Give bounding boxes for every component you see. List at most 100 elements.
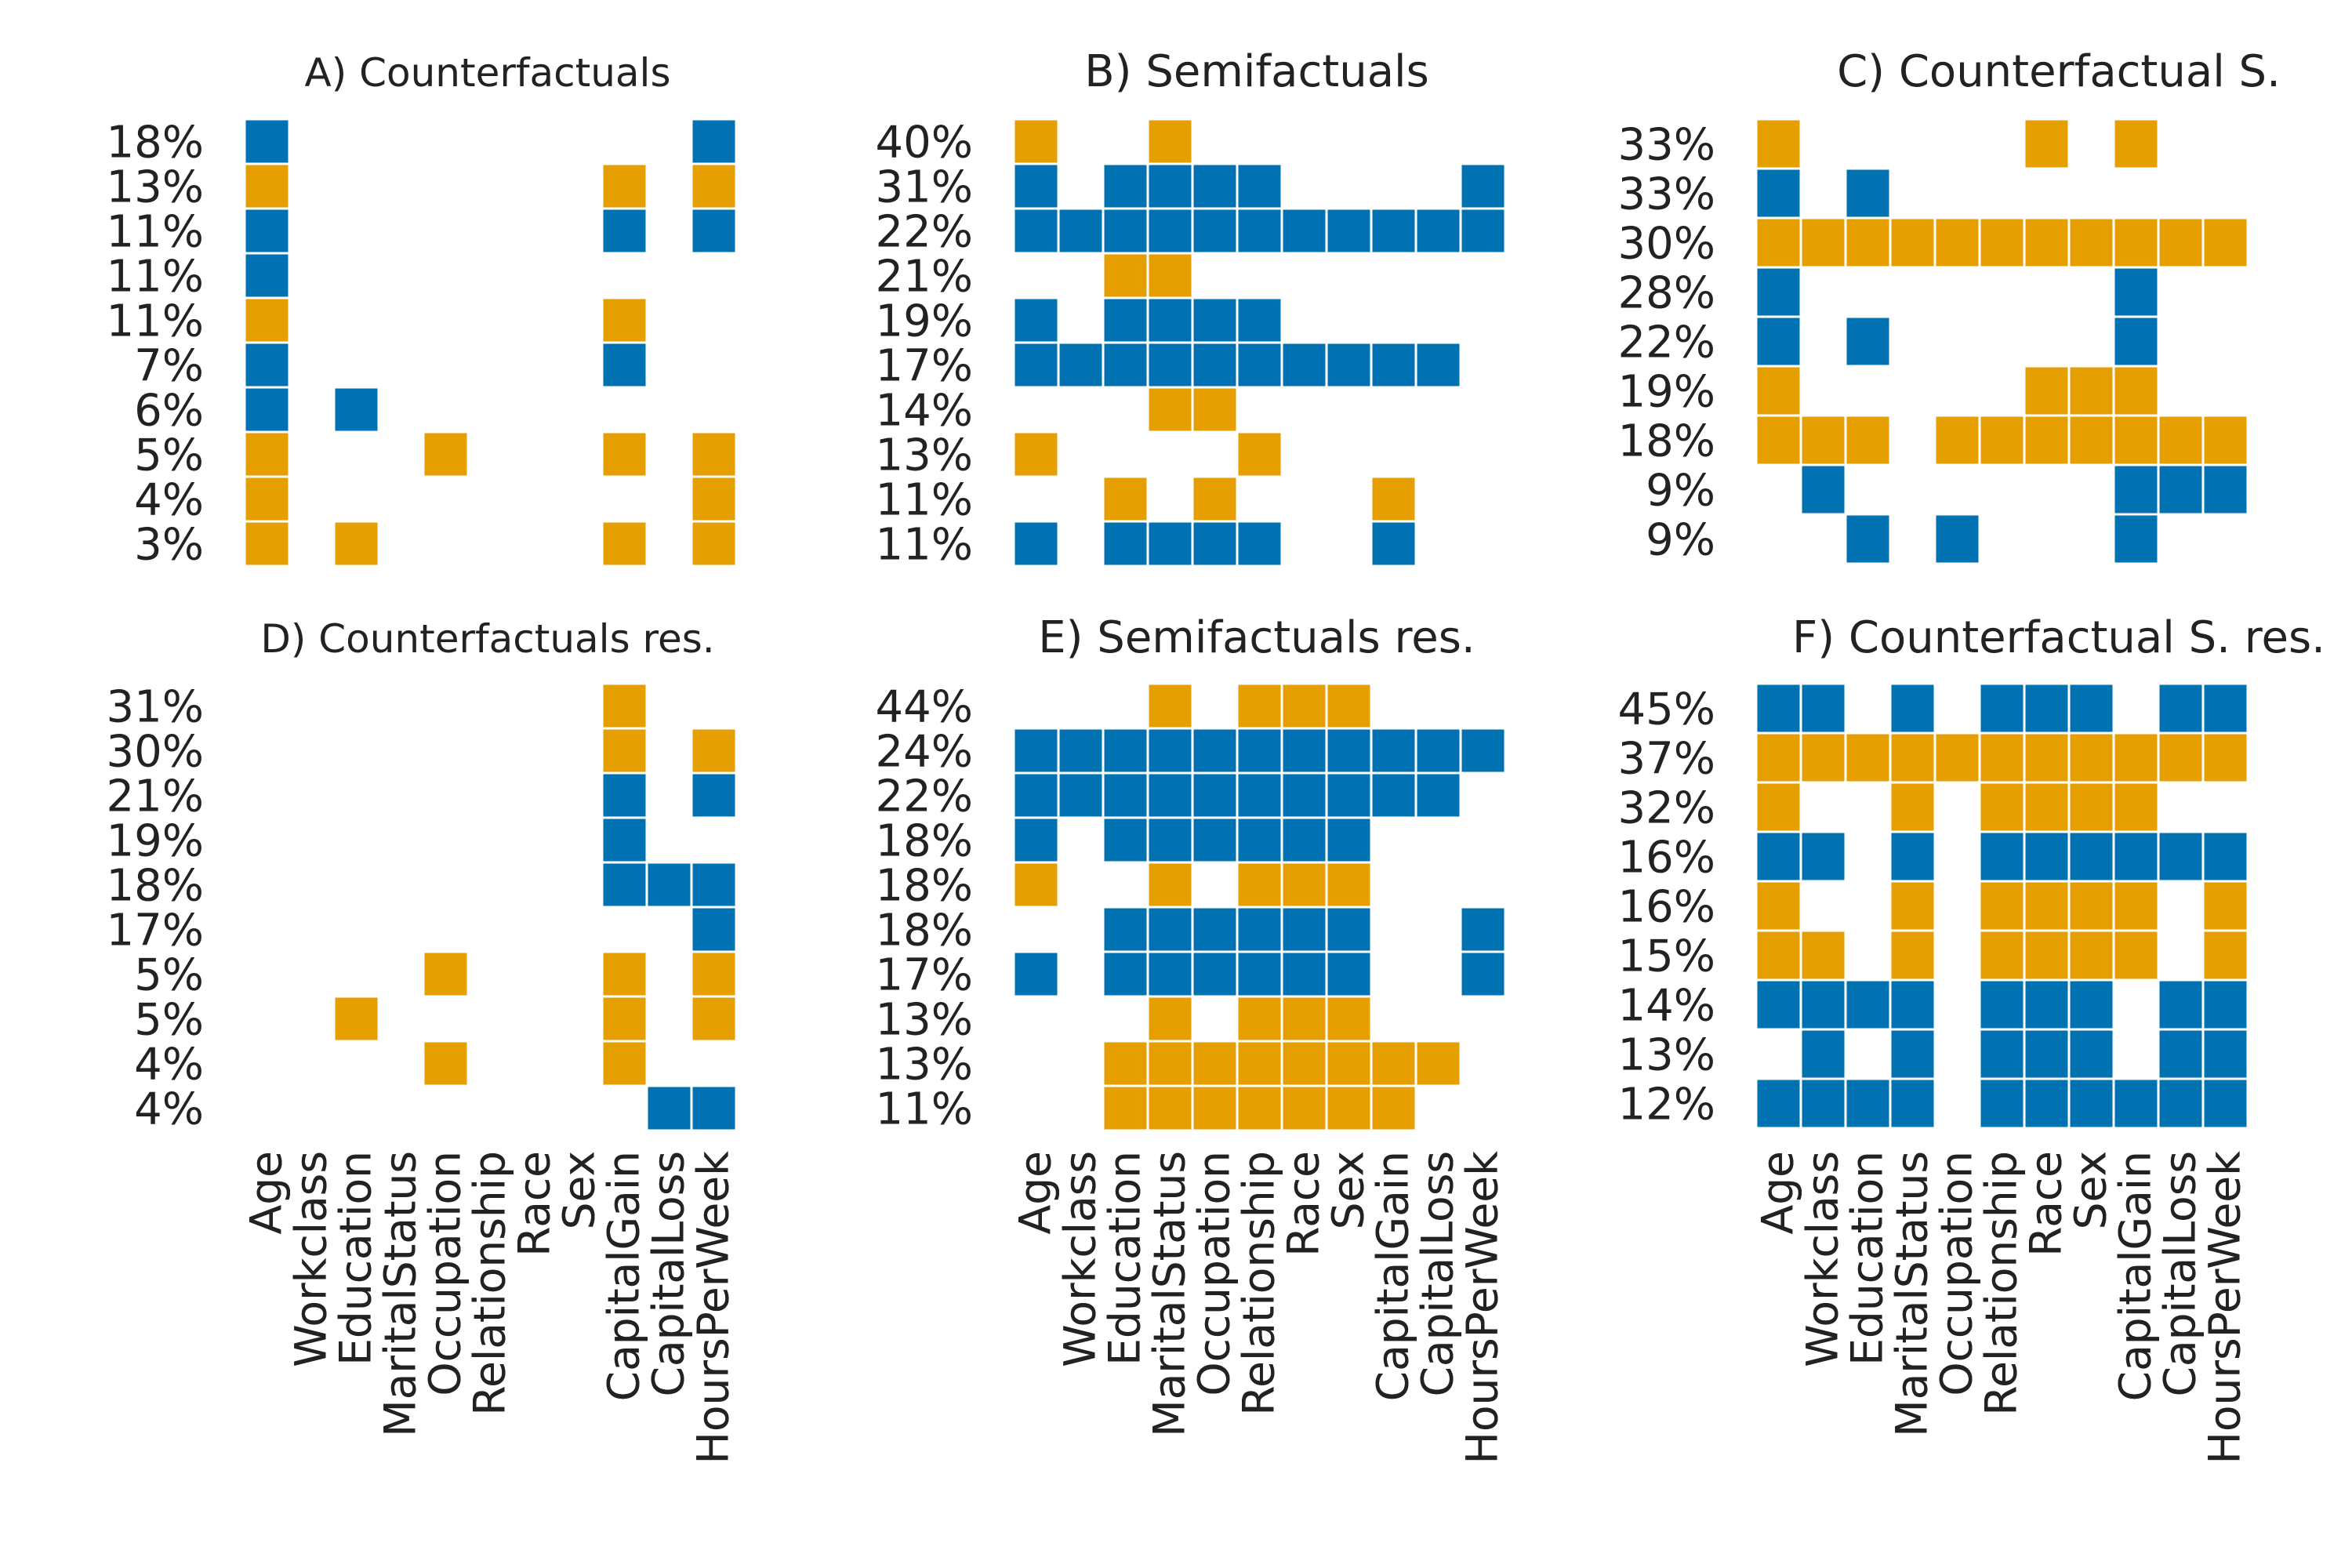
cell-maritalstatus — [1146, 682, 1194, 730]
column-label-relationship: Relationship — [465, 1151, 515, 1416]
cell-sex — [2067, 731, 2115, 784]
cell-hoursperweek — [690, 118, 738, 165]
cell-sex — [2067, 830, 2115, 883]
row-label: 5% — [134, 430, 204, 481]
cell-maritalstatus — [1146, 727, 1194, 775]
cell-maritalstatus — [1146, 771, 1194, 819]
column-label-education: Education — [1100, 1151, 1150, 1366]
cell-sex — [2067, 978, 2115, 1031]
cell-maritalstatus — [1889, 682, 1936, 735]
cell-race — [2023, 118, 2071, 170]
column-label-capitalloss: CapitalLoss — [1413, 1151, 1463, 1396]
column-label-workclass: Workclass — [1798, 1151, 1848, 1367]
cell-race — [1280, 861, 1328, 909]
cell-sex — [1325, 861, 1373, 909]
row-label: 15% — [1618, 931, 1715, 982]
row-label: 4% — [134, 475, 204, 526]
cell-capitalgain — [601, 341, 648, 389]
cell-relationship — [1236, 950, 1283, 998]
cell-workclass — [1799, 830, 1847, 883]
cell-age — [1755, 731, 1802, 784]
cell-age — [1012, 296, 1060, 344]
row-label: 37% — [1618, 734, 1715, 785]
panel-title: E) Semifactuals res. — [1038, 612, 1475, 663]
cell-hoursperweek — [2201, 880, 2249, 932]
cell-hoursperweek — [1459, 207, 1507, 255]
cell-relationship — [1978, 731, 2026, 784]
cell-capitalgain — [2112, 781, 2160, 833]
cell-occupation — [1191, 727, 1239, 775]
cell-capitalgain — [2112, 731, 2160, 784]
cell-hoursperweek — [2201, 1028, 2249, 1080]
cell-education — [1102, 727, 1149, 775]
row-label: 45% — [1618, 684, 1715, 735]
cell-race — [1280, 341, 1328, 389]
cell-education — [1844, 414, 1892, 466]
cell-capitalloss — [645, 1084, 693, 1132]
cell-capitalloss — [2157, 463, 2205, 516]
cell-education — [1844, 513, 1892, 565]
cell-maritalstatus — [1146, 520, 1194, 568]
column-label-sex: Sex — [2066, 1151, 2116, 1229]
cell-relationship — [1236, 162, 1283, 210]
cell-occupation — [1191, 950, 1239, 998]
cell-race — [2023, 682, 2071, 735]
column-label-hoursperweek: HoursPerWeek — [2200, 1151, 2250, 1465]
panel-e-semifactuals-res: E) Semifactuals res.44%24%22%18%18%18%17… — [876, 612, 1508, 1464]
row-label: 24% — [876, 727, 973, 778]
cell-workclass — [1799, 978, 1847, 1031]
column-label-capitalgain: CapitalGain — [599, 1151, 649, 1401]
cell-sex — [2067, 1028, 2115, 1080]
cell-maritalstatus — [1146, 950, 1194, 998]
cell-capitalgain — [1370, 207, 1417, 255]
cell-relationship — [1236, 995, 1283, 1043]
cell-education — [1102, 296, 1149, 344]
cell-age — [243, 430, 291, 478]
cell-capitalgain — [601, 162, 648, 210]
column-label-age: Age — [1011, 1151, 1061, 1234]
cell-age — [1012, 950, 1060, 998]
row-label: 17% — [876, 341, 973, 392]
cell-hoursperweek — [2201, 830, 2249, 883]
cell-occupation — [1191, 906, 1239, 953]
cell-capitalgain — [2112, 880, 2160, 932]
cell-hoursperweek — [690, 475, 738, 523]
cell-capitalgain — [2112, 929, 2160, 982]
cell-relationship — [1236, 861, 1283, 909]
cell-sex — [2067, 1077, 2115, 1130]
panel-f-counterfactual-s-res: F) Counterfactual S. res.45%37%32%16%16%… — [1618, 612, 2325, 1464]
cell-education — [1102, 950, 1149, 998]
column-label-workclass: Workclass — [1055, 1151, 1105, 1367]
column-label-age: Age — [1011, 1151, 1061, 1234]
cell-occupation — [422, 950, 470, 998]
row-label: 9% — [1646, 466, 1715, 517]
cell-occupation — [1191, 816, 1239, 864]
cell-education — [1844, 1077, 1892, 1130]
cell-race — [1280, 771, 1328, 819]
cell-capitalgain — [601, 771, 648, 819]
row-label: 21% — [107, 771, 204, 822]
column-label-race: Race — [1279, 1151, 1329, 1257]
cell-sex — [2067, 216, 2115, 269]
cell-age — [243, 475, 291, 523]
column-label-maritalstatus: MaritalStatus — [1887, 1151, 1937, 1437]
cell-capitalloss — [2157, 216, 2205, 269]
cell-education — [1102, 1040, 1149, 1087]
cell-age — [1755, 830, 1802, 883]
row-label: 11% — [876, 520, 973, 571]
cell-capitalgain — [601, 682, 648, 730]
cell-capitalgain — [1370, 1040, 1417, 1087]
column-label-race: Race — [510, 1151, 560, 1257]
row-label: 11% — [107, 296, 204, 347]
cell-age — [1755, 365, 1802, 417]
row-label: 22% — [876, 207, 973, 258]
cell-workclass — [1799, 929, 1847, 982]
cell-age — [1012, 520, 1060, 568]
cell-capitalgain — [1370, 771, 1417, 819]
cell-education — [1844, 216, 1892, 269]
cell-capitalloss — [2157, 978, 2205, 1031]
cell-age — [243, 207, 291, 255]
cell-relationship — [1236, 1084, 1283, 1132]
cell-education — [1844, 315, 1892, 368]
row-label: 30% — [107, 727, 204, 778]
